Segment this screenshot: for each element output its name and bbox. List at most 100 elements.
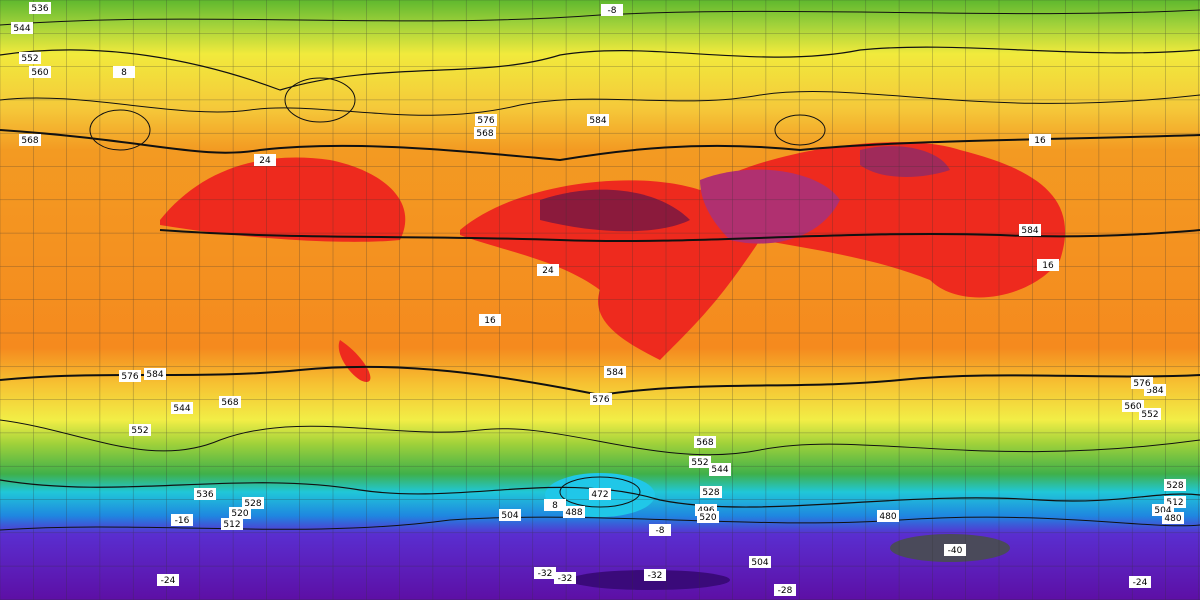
label: 560 xyxy=(29,66,51,78)
label-box xyxy=(144,368,166,380)
label-box xyxy=(242,497,264,509)
label-box xyxy=(229,507,251,519)
contour-label: 560 xyxy=(31,68,48,78)
label: -32 xyxy=(534,567,556,579)
label-box xyxy=(944,544,966,556)
label: -24 xyxy=(157,574,179,586)
temperature-label: 16 xyxy=(1034,136,1046,146)
label: 528 xyxy=(1164,479,1186,491)
label: 576 xyxy=(1131,377,1153,389)
label-box xyxy=(171,402,193,414)
label-box xyxy=(709,463,731,475)
temperature-label: 16 xyxy=(1042,261,1054,271)
contour-label: 584 xyxy=(1021,226,1038,236)
temperature-label: -32 xyxy=(558,574,573,584)
label: 504 xyxy=(749,556,771,568)
temperature-label: -24 xyxy=(1133,578,1148,588)
label: 16 xyxy=(1029,134,1051,146)
contour-label: 528 xyxy=(702,488,719,498)
label: 520 xyxy=(697,511,719,523)
contour-label: 552 xyxy=(21,54,38,64)
label: 568 xyxy=(19,134,41,146)
label-box xyxy=(537,264,559,276)
temperature-label: -8 xyxy=(656,526,665,536)
label-box xyxy=(694,436,716,448)
label-box xyxy=(590,393,612,405)
temperature-label: -16 xyxy=(175,516,190,526)
label: -24 xyxy=(1129,576,1151,588)
contour-label: 568 xyxy=(696,438,713,448)
contour-label: 504 xyxy=(1154,506,1171,516)
label-box xyxy=(554,572,576,584)
temperature-label: 8 xyxy=(121,68,127,78)
label-box xyxy=(877,510,899,522)
label: 568 xyxy=(694,436,716,448)
label: 520 xyxy=(229,507,251,519)
contour-label: 576 xyxy=(1133,379,1150,389)
label-box xyxy=(221,518,243,530)
label-box xyxy=(689,456,711,468)
label-box xyxy=(475,114,497,126)
contour-label: 568 xyxy=(221,398,238,408)
label: 24 xyxy=(537,264,559,276)
contour-label: 528 xyxy=(1166,481,1183,491)
label-box xyxy=(19,134,41,146)
label-box xyxy=(1131,377,1153,389)
label-box xyxy=(604,366,626,378)
temperature-label: -32 xyxy=(538,569,553,579)
label: 584 xyxy=(587,114,609,126)
label-box xyxy=(544,499,566,511)
label: 512 xyxy=(221,518,243,530)
contour-label: 512 xyxy=(1166,498,1183,508)
label-box xyxy=(11,22,33,34)
label-box xyxy=(644,569,666,581)
contour-label: 576 xyxy=(592,395,609,405)
label: 576 xyxy=(475,114,497,126)
label: -16 xyxy=(171,514,193,526)
label-box xyxy=(129,424,151,436)
label-box xyxy=(534,567,556,579)
label-box xyxy=(119,370,141,382)
contour-label: 544 xyxy=(711,465,728,475)
contour-label: 536 xyxy=(196,490,213,500)
label: 584 xyxy=(144,368,166,380)
label: -40 xyxy=(944,544,966,556)
contours xyxy=(0,9,1200,531)
contour-label: 584 xyxy=(606,368,623,378)
temperature-label: 16 xyxy=(484,316,496,326)
contour-label: 552 xyxy=(691,458,708,468)
label-box xyxy=(157,574,179,586)
contour-label: 488 xyxy=(565,508,582,518)
contour-label: 480 xyxy=(1164,514,1181,524)
label: 480 xyxy=(1162,512,1184,524)
label-box xyxy=(1122,400,1144,412)
label-box xyxy=(1162,512,1184,524)
temperature-label: 24 xyxy=(542,266,554,276)
contour-label: 568 xyxy=(21,136,38,146)
label: 488 xyxy=(563,506,585,518)
temperature-label: -24 xyxy=(161,576,176,586)
label: 8 xyxy=(113,66,135,78)
label-box xyxy=(1164,479,1186,491)
label: 528 xyxy=(700,486,722,498)
label: 544 xyxy=(709,463,731,475)
label-box xyxy=(219,396,241,408)
contour-label: 528 xyxy=(244,499,261,509)
label: 536 xyxy=(29,2,51,14)
label-box xyxy=(29,2,51,14)
contour-label: 584 xyxy=(589,116,606,126)
label: 544 xyxy=(11,22,33,34)
label: 560 xyxy=(1122,400,1144,412)
label: 552 xyxy=(19,52,41,64)
label: 480 xyxy=(877,510,899,522)
label-box xyxy=(774,584,796,596)
label-box xyxy=(1129,576,1151,588)
label-box xyxy=(649,524,671,536)
label: 568 xyxy=(219,396,241,408)
label: 24 xyxy=(254,154,276,166)
contour-label: 512 xyxy=(223,520,240,530)
temperature-label: -40 xyxy=(948,546,963,556)
label: 552 xyxy=(1139,408,1161,420)
contour-label: 520 xyxy=(699,513,716,523)
